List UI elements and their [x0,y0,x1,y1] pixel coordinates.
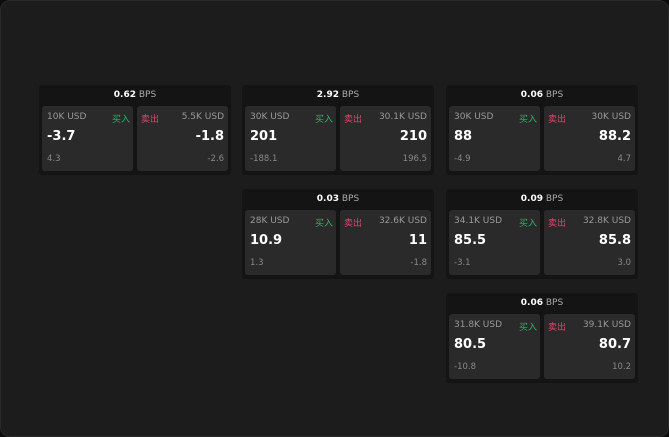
buy-change: -188.1 [250,154,278,164]
spread-unit: BPS [545,298,564,308]
buy-price: 85.5 [454,233,487,248]
sell-pane[interactable]: 5.5K USD 卖出 -1.8 -2.6 [137,106,228,171]
quote-card: 0.06 BPS 31.8K USD 买入 80.5 -10.8 39.1K U… [446,293,638,383]
spread-value: 0.03 [316,194,339,204]
spread-value: 0.62 [113,90,136,100]
sell-size: 30K USD [591,112,631,122]
buy-label: 买入 [518,219,537,229]
sell-label: 卖出 [344,115,363,125]
quote-card: 0.62 BPS 10K USD 买入 -3.7 4.3 5.5K USD 卖出… [39,85,231,175]
spread-value: 2.92 [316,90,339,100]
sell-price: 88.2 [598,129,631,144]
buy-size: 28K USD [250,216,290,226]
buy-size: 31.8K USD [454,320,503,330]
sell-change: 4.7 [617,154,631,164]
sell-size: 39.1K USD [582,320,631,330]
spread-unit: BPS [341,90,360,100]
buy-pane[interactable]: 30K USD 买入 201 -188.1 [245,106,336,171]
quote-card: 0.09 BPS 34.1K USD 买入 85.5 -3.1 32.8K US… [446,189,638,279]
sell-label: 卖出 [141,115,160,125]
spread-value: 0.09 [520,194,543,204]
spread-header: 0.06 BPS [446,85,638,106]
spread-header: 0.06 BPS [446,293,638,314]
sell-pane[interactable]: 30.1K USD 卖出 210 196.5 [340,106,431,171]
spread-unit: BPS [545,194,564,204]
buy-pane[interactable]: 30K USD 买入 88 -4.9 [449,106,540,171]
spread-header: 0.03 BPS [242,189,434,210]
buy-change: 4.3 [47,154,61,164]
sell-change: -1.8 [410,258,427,268]
buy-label: 买入 [314,115,333,125]
buy-label: 买入 [111,115,130,125]
buy-change: -3.1 [454,258,471,268]
spread-value: 0.06 [520,298,543,308]
buy-change: -10.8 [454,362,476,372]
sell-label: 卖出 [548,115,567,125]
sell-size: 32.8K USD [582,216,631,226]
sell-pane[interactable]: 32.8K USD 卖出 85.8 3.0 [544,210,635,275]
sell-price: -1.8 [195,129,224,144]
quote-card: 2.92 BPS 30K USD 买入 201 -188.1 30.1K USD… [242,85,434,175]
sell-pane[interactable]: 30K USD 卖出 88.2 4.7 [544,106,635,171]
sell-size: 5.5K USD [181,112,224,122]
buy-size: 34.1K USD [454,216,503,226]
spread-header: 2.92 BPS [242,85,434,106]
buy-label: 买入 [518,323,537,333]
sell-price: 210 [399,129,427,144]
quote-card: 0.06 BPS 30K USD 买入 88 -4.9 30K USD 卖出 8… [446,85,638,175]
sell-price: 85.8 [598,233,631,248]
sell-label: 卖出 [548,323,567,333]
sell-label: 卖出 [548,219,567,229]
buy-pane[interactable]: 31.8K USD 买入 80.5 -10.8 [449,314,540,379]
buy-size: 10K USD [47,112,87,122]
sell-change: 196.5 [402,154,427,164]
buy-price: 201 [250,129,278,144]
sell-price: 80.7 [598,337,631,352]
sell-pane[interactable]: 32.6K USD 卖出 11 -1.8 [340,210,431,275]
buy-price: 80.5 [454,337,487,352]
buy-pane[interactable]: 10K USD 买入 -3.7 4.3 [42,106,133,171]
buy-change: 1.3 [250,258,264,268]
sell-price: 11 [408,233,427,248]
spread-unit: BPS [545,90,564,100]
sell-size: 30.1K USD [378,112,427,122]
sell-size: 32.6K USD [378,216,427,226]
spread-unit: BPS [138,90,157,100]
sell-label: 卖出 [344,219,363,229]
spread-header: 0.62 BPS [39,85,231,106]
buy-pane[interactable]: 34.1K USD 买入 85.5 -3.1 [449,210,540,275]
sell-pane[interactable]: 39.1K USD 卖出 80.7 10.2 [544,314,635,379]
buy-price: 10.9 [250,233,283,248]
buy-pane[interactable]: 28K USD 买入 10.9 1.3 [245,210,336,275]
spread-unit: BPS [341,194,360,204]
sell-change: 3.0 [617,258,631,268]
buy-label: 买入 [314,219,333,229]
buy-size: 30K USD [250,112,290,122]
buy-size: 30K USD [454,112,494,122]
buy-price: -3.7 [47,129,76,144]
buy-price: 88 [454,129,473,144]
buy-change: -4.9 [454,154,471,164]
sell-change: -2.6 [207,154,224,164]
quote-card: 0.03 BPS 28K USD 买入 10.9 1.3 32.6K USD 卖… [242,189,434,279]
sell-change: 10.2 [612,362,631,372]
buy-label: 买入 [518,115,537,125]
spread-value: 0.06 [520,90,543,100]
spread-header: 0.09 BPS [446,189,638,210]
